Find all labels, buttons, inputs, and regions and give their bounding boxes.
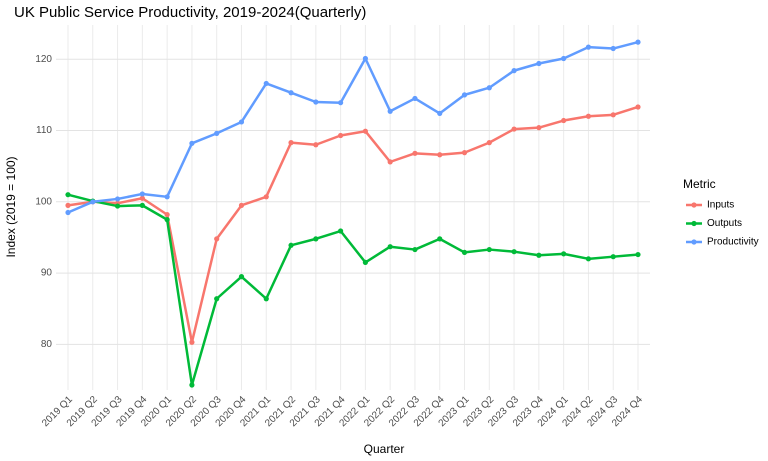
data-point — [65, 202, 71, 208]
data-point — [114, 203, 121, 209]
series-line — [67, 105, 639, 344]
y-tick-label: 80 — [41, 339, 53, 350]
data-point — [585, 113, 592, 119]
data-point — [561, 117, 567, 124]
data-point — [65, 209, 71, 216]
chart-title: UK Public Service Productivity, 2019-202… — [14, 4, 366, 21]
data-point — [189, 339, 195, 345]
data-point — [263, 296, 269, 302]
legend-key-point — [691, 220, 697, 227]
data-point — [536, 252, 542, 258]
data-point — [486, 85, 492, 91]
data-point — [536, 125, 542, 131]
data-point — [486, 246, 492, 253]
data-point — [412, 150, 418, 156]
legend-label: Productivity — [707, 237, 759, 248]
data-point — [164, 217, 170, 223]
data-point — [214, 236, 220, 242]
data-point — [238, 202, 245, 208]
data-point — [635, 104, 641, 110]
data-point — [511, 68, 517, 74]
data-point — [238, 274, 245, 280]
y-axis-title: Index (2019 = 100) — [4, 156, 18, 257]
x-axis-title: Quarter — [364, 442, 405, 456]
data-point — [387, 159, 393, 165]
data-point — [263, 194, 269, 200]
data-point — [585, 44, 592, 50]
data-point — [189, 382, 195, 388]
data-point — [214, 296, 220, 302]
data-point — [610, 254, 616, 260]
data-point — [610, 112, 616, 118]
y-tick-label: 120 — [35, 54, 52, 65]
data-point — [511, 249, 517, 255]
data-point — [139, 195, 145, 201]
data-point — [387, 244, 393, 250]
data-point — [412, 246, 418, 253]
legend-title: Metric — [683, 177, 716, 191]
data-point — [90, 199, 96, 205]
y-tick-label: 100 — [35, 196, 52, 207]
data-point — [585, 256, 592, 262]
data-point — [461, 92, 468, 98]
data-point — [313, 99, 319, 105]
data-point — [313, 142, 319, 148]
data-point — [461, 150, 468, 156]
data-point — [437, 152, 443, 158]
data-point — [437, 110, 443, 116]
data-point — [313, 236, 319, 242]
data-point — [561, 251, 567, 257]
data-point — [214, 130, 220, 136]
data-point — [263, 80, 269, 87]
data-point — [338, 132, 344, 139]
data-point — [362, 55, 368, 62]
data-point — [139, 202, 145, 208]
legend-label: Outputs — [707, 218, 742, 229]
legend-key-point — [691, 239, 697, 245]
data-point — [139, 191, 145, 197]
data-point — [610, 45, 616, 52]
data-point — [65, 192, 71, 198]
data-point — [238, 119, 245, 125]
data-point — [164, 194, 170, 200]
y-tick-label: 90 — [41, 268, 53, 279]
legend-key-point — [691, 202, 697, 208]
data-point — [164, 212, 170, 218]
series-line — [67, 193, 639, 387]
series-line — [67, 40, 639, 214]
data-point — [288, 90, 294, 96]
data-point — [362, 128, 368, 134]
data-point — [511, 126, 517, 132]
data-point — [635, 251, 641, 258]
data-point — [635, 39, 641, 45]
data-point — [486, 140, 492, 146]
data-point — [338, 228, 344, 234]
data-point — [338, 100, 344, 106]
data-point — [536, 60, 542, 67]
y-tick-label: 110 — [36, 125, 52, 136]
data-point — [387, 108, 393, 114]
legend-label: Inputs — [707, 200, 734, 211]
data-point — [561, 55, 567, 62]
data-point — [189, 140, 195, 146]
data-point — [114, 196, 121, 202]
data-point — [461, 249, 468, 256]
data-point — [288, 242, 294, 248]
data-point — [288, 140, 294, 146]
data-point — [437, 236, 443, 242]
data-point — [412, 95, 418, 102]
data-point — [362, 259, 368, 265]
